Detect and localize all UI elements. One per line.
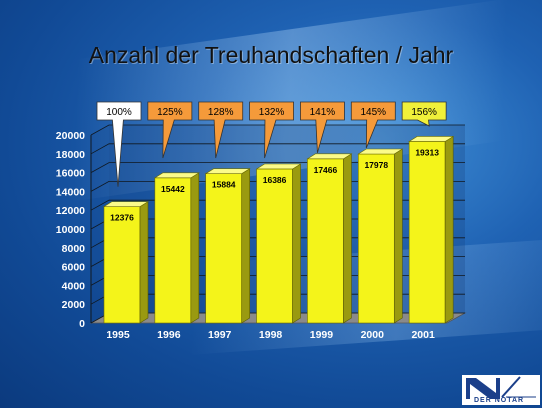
bar [357, 153, 395, 324]
x-tick-label: 1997 [208, 329, 232, 341]
data-label: 17466 [314, 165, 338, 175]
bar-top [306, 153, 353, 160]
y-tick-label: 16000 [56, 168, 85, 180]
data-label: 19313 [415, 147, 439, 157]
bar-top [102, 201, 150, 207]
bar-side [190, 172, 200, 324]
x-tick-label: 1998 [259, 329, 283, 341]
y-tick-label: 6000 [62, 262, 86, 274]
bar-side [139, 201, 149, 324]
callout-text: 128% [208, 107, 234, 118]
chart-title: Anzahl der Treuhandschaften / Jahr [88, 42, 454, 68]
y-tick-label: 12000 [56, 205, 85, 217]
callout-shape [147, 101, 193, 159]
x-tick-label: 2000 [361, 329, 385, 341]
data-label: 15442 [161, 184, 185, 194]
callout-shape [350, 101, 396, 149]
percent-callout: 141% [300, 101, 345, 153]
y-tick-label: 8000 [62, 243, 86, 255]
x-tick-label: 2001 [411, 329, 435, 341]
callout-shape [300, 101, 345, 153]
x-tick-label: 1995 [106, 329, 130, 341]
gridline [90, 124, 465, 136]
data-label: 17978 [364, 160, 388, 170]
bar-side [241, 168, 251, 324]
bar [307, 158, 344, 324]
y-tick-label: 14000 [56, 186, 85, 198]
bar-top [408, 136, 455, 142]
callout-text: 141% [310, 107, 336, 118]
callout-shape [249, 101, 294, 159]
bar [408, 141, 446, 324]
bar-top [357, 148, 404, 155]
notar-logo: DER NOTAR [462, 375, 540, 405]
bar [103, 206, 141, 324]
percent-callout: 132% [249, 101, 294, 159]
callout-text: 145% [360, 107, 386, 118]
bar-side [444, 135, 454, 324]
bar-side [393, 148, 403, 324]
logo-mark-icon [466, 376, 536, 399]
y-tick-label: 0 [79, 318, 85, 330]
bar-top [204, 168, 251, 174]
bar-side [292, 163, 301, 324]
callout-shape [96, 101, 142, 187]
y-tick-label: 18000 [56, 149, 85, 161]
callout-text: 156% [411, 107, 437, 118]
percent-callout: 125% [147, 101, 193, 159]
y-tick-label: 10000 [56, 224, 85, 236]
callout-text: 125% [157, 107, 183, 118]
y-tick-label: 4000 [62, 280, 86, 292]
bar-side [343, 153, 352, 324]
data-label: 15884 [212, 180, 236, 190]
y-tick-label: 20000 [56, 130, 85, 142]
data-label: 12376 [110, 213, 134, 223]
x-tick-label: 1996 [157, 329, 181, 341]
bar [154, 177, 192, 324]
y-tick-label: 2000 [62, 299, 86, 311]
data-label: 16386 [263, 175, 287, 185]
callout-text: 132% [259, 107, 285, 118]
logo-text: DER NOTAR [474, 397, 525, 404]
gridline [90, 143, 465, 155]
bar-top [255, 163, 302, 170]
callout-shape [198, 101, 244, 159]
bar [256, 168, 293, 324]
bar [205, 173, 243, 324]
percent-callout: 156% [401, 101, 447, 127]
callout-shape [401, 101, 447, 127]
percent-callout: 145% [350, 101, 396, 149]
percent-callout: 128% [198, 101, 244, 159]
callout-text: 100% [106, 107, 132, 118]
bar-top [153, 172, 200, 179]
percent-callout: 100% [96, 101, 142, 187]
x-tick-label: 1999 [310, 329, 334, 341]
